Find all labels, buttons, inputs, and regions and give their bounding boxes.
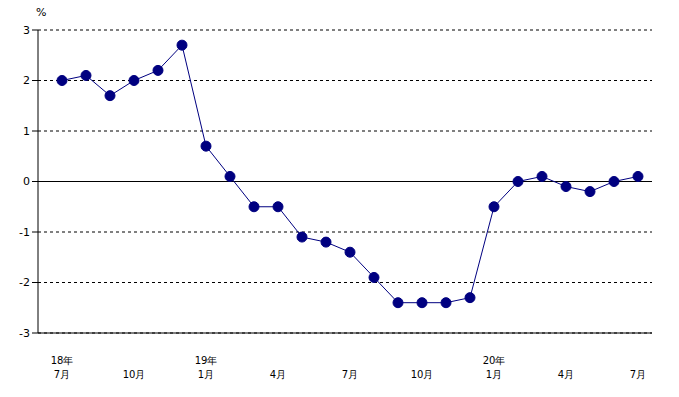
- svg-text:7月: 7月: [630, 369, 646, 380]
- svg-text:-3: -3: [19, 327, 30, 340]
- svg-text:4月: 4月: [558, 369, 574, 380]
- svg-text:18年7月: 18年7月: [51, 355, 74, 380]
- svg-text:4月: 4月: [270, 369, 286, 380]
- svg-text:19年1月: 19年1月: [195, 355, 218, 380]
- svg-text:-2: -2: [19, 276, 30, 289]
- svg-text:1: 1: [23, 125, 30, 138]
- svg-text:0: 0: [23, 175, 30, 188]
- svg-text:2: 2: [23, 74, 30, 87]
- svg-text:-1: -1: [19, 226, 30, 239]
- svg-text:3: 3: [23, 24, 30, 37]
- svg-text:10月: 10月: [123, 369, 146, 380]
- svg-text:20年1月: 20年1月: [483, 355, 506, 380]
- svg-text:10月: 10月: [411, 369, 434, 380]
- svg-text:7月: 7月: [342, 369, 358, 380]
